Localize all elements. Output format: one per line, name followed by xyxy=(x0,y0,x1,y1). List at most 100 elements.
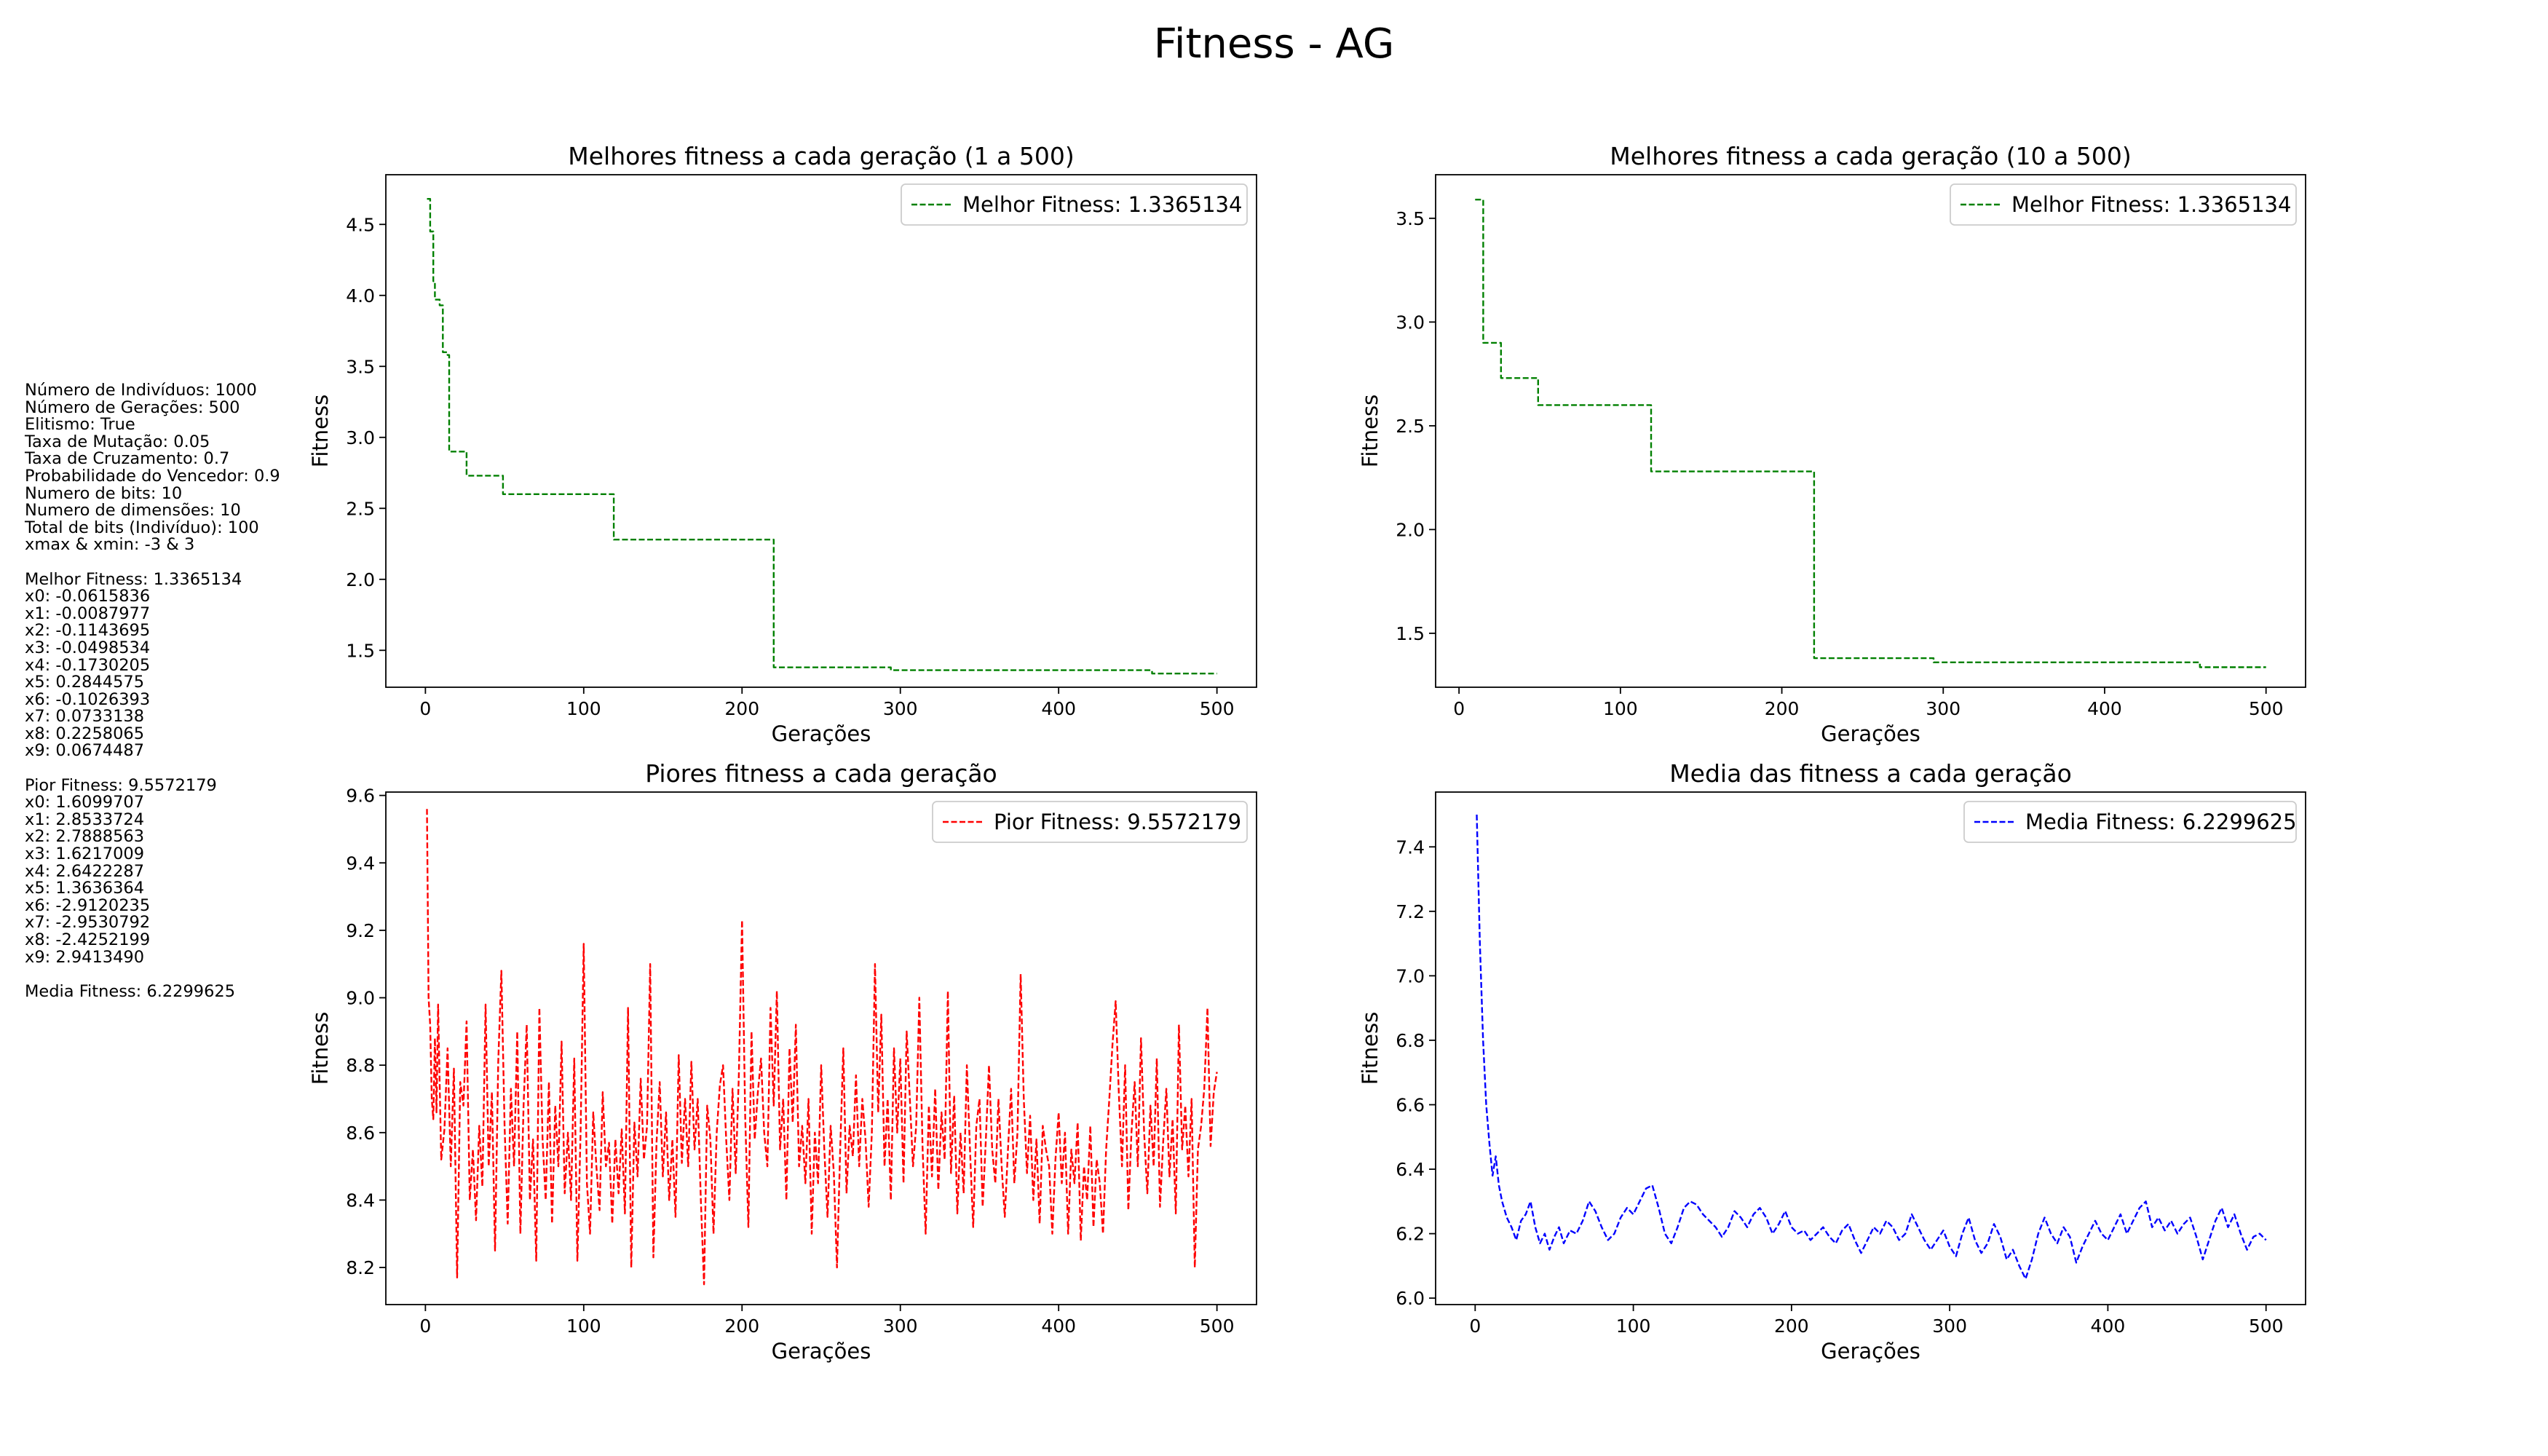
x-tick-label: 300 xyxy=(883,698,918,719)
x-tick-label: 100 xyxy=(1603,698,1638,719)
y-tick-label: 7.2 xyxy=(1396,901,1425,922)
info-line: x3: -0.0498534 xyxy=(25,638,151,657)
y-tick-label: 6.8 xyxy=(1396,1030,1425,1051)
series-line xyxy=(1475,199,2266,668)
info-line: x2: 2.7888563 xyxy=(25,827,145,847)
info-line: x9: 2.9413490 xyxy=(25,947,145,967)
info-line: Probabilidade do Vencedor: 0.9 xyxy=(25,466,280,486)
x-tick-label: 500 xyxy=(1200,698,1235,719)
x-tick-label: 200 xyxy=(1765,698,1800,719)
y-tick-label: 6.2 xyxy=(1396,1224,1425,1245)
info-spacer xyxy=(25,966,331,984)
axes-frame xyxy=(385,174,1257,688)
x-tick-label: 200 xyxy=(724,698,759,719)
y-tick-label: 4.5 xyxy=(346,214,375,235)
info-line: Número de Gerações: 500 xyxy=(25,397,240,417)
y-tick-label: 8.8 xyxy=(346,1055,375,1076)
y-tick-label: 4.0 xyxy=(346,285,375,306)
y-tick-label: 2.0 xyxy=(346,569,375,590)
chart-mean-fitness: Media das fitness a cada geração 0 100 200 3… xyxy=(1358,759,2306,1364)
y-tick-label: 8.4 xyxy=(346,1190,375,1211)
y-tick-label: 3.5 xyxy=(1396,208,1425,229)
chart-best-fitness-1-500: Melhores fitness a cada geração (1 a 500… xyxy=(308,142,1257,746)
x-tick-label: 0 xyxy=(1469,1315,1481,1337)
y-tick-label: 9.6 xyxy=(346,786,375,807)
info-line: x5: 0.2844575 xyxy=(25,673,145,692)
x-tick-label: 400 xyxy=(2087,698,2122,719)
legend-box xyxy=(901,183,1248,226)
legend-box xyxy=(1963,801,2297,843)
y-tick-label: 9.4 xyxy=(346,852,375,874)
info-line: x1: -0.0087977 xyxy=(25,604,151,623)
x-tick-label: 100 xyxy=(566,1315,601,1337)
legend-box xyxy=(932,801,1248,843)
y-tick-label: 6.6 xyxy=(1396,1094,1425,1115)
info-line: Numero de bits: 10 xyxy=(25,483,183,503)
info-line: x8: -2.4252199 xyxy=(25,930,151,949)
info-line: Melhor Fitness: 1.3365134 xyxy=(25,569,242,589)
legend-label: Pior Fitness: 9.5572179 xyxy=(994,810,1241,834)
y-tick-label: 1.5 xyxy=(346,640,375,661)
chart-title: Media das fitness a cada geração xyxy=(1669,759,2072,788)
chart-worst-fitness: Piores fitness a cada geração 0 100 200 300 4… xyxy=(308,759,1257,1364)
info-line: x4: 2.6422287 xyxy=(25,861,145,881)
info-line: Media Fitness: 6.2299625 xyxy=(25,981,236,1001)
x-tick-label: 500 xyxy=(2249,698,2284,719)
y-tick-label: 9.2 xyxy=(346,920,375,941)
x-tick-label: 100 xyxy=(566,698,601,719)
info-line: Taxa de Cruzamento: 0.7 xyxy=(25,449,230,469)
legend-label: Melhor Fitness: 1.3365134 xyxy=(2011,192,2291,217)
info-line: Pior Fitness: 9.5572179 xyxy=(25,775,217,795)
x-tick-label: 0 xyxy=(1453,698,1465,719)
info-line: x8: 0.2258065 xyxy=(25,724,145,743)
x-tick-label: 400 xyxy=(2091,1315,2126,1337)
x-tick-label: 400 xyxy=(1041,698,1076,719)
series-line xyxy=(427,198,1217,675)
info-line: x2: -0.1143695 xyxy=(25,621,151,641)
y-tick-label: 6.0 xyxy=(1396,1288,1425,1309)
x-axis-label: Gerações xyxy=(772,721,871,746)
x-tick-label: 500 xyxy=(1200,1315,1235,1337)
axes-frame xyxy=(1435,174,2306,688)
info-line: x6: -2.9120235 xyxy=(25,895,151,915)
info-line: x7: -2.9530792 xyxy=(25,913,151,933)
x-tick-label: 0 xyxy=(419,1315,431,1337)
x-tick-label: 200 xyxy=(1774,1315,1809,1337)
info-line: x3: 1.6217009 xyxy=(25,844,145,864)
x-axis-label: Gerações xyxy=(1821,1339,1920,1364)
y-tick-label: 1.5 xyxy=(1396,623,1425,644)
info-line: Número de Indivíduos: 1000 xyxy=(25,381,257,400)
y-axis-label: Fitness xyxy=(308,395,333,467)
info-spacer xyxy=(25,760,331,778)
legend-label: Melhor Fitness: 1.3365134 xyxy=(962,192,1242,217)
y-tick-label: 7.4 xyxy=(1396,836,1425,858)
x-tick-label: 0 xyxy=(419,698,431,719)
y-tick-label: 2.0 xyxy=(1396,519,1425,540)
y-tick-label: 3.0 xyxy=(1396,312,1425,333)
chart-title: Piores fitness a cada geração xyxy=(645,759,997,788)
y-tick-label: 8.2 xyxy=(346,1257,375,1278)
x-axis-label: Gerações xyxy=(1821,721,1920,746)
y-tick-label: 2.5 xyxy=(1396,416,1425,437)
parameters-panel: Número de Indivíduos: 1000 Número de Gera… xyxy=(25,381,331,1001)
info-line: x9: 0.0674487 xyxy=(25,741,145,761)
legend-label: Media Fitness: 6.2299625 xyxy=(2025,810,2297,834)
info-line: x0: -0.0615836 xyxy=(25,587,151,606)
series-line xyxy=(1476,814,2267,1280)
info-line: x6: -0.1026393 xyxy=(25,689,151,709)
series-line xyxy=(426,809,1218,1286)
chart-title: Melhores fitness a cada geração (10 a 50… xyxy=(1610,142,2131,170)
y-axis-label: Fitness xyxy=(308,1012,333,1085)
x-tick-label: 200 xyxy=(724,1315,759,1337)
axes-frame xyxy=(385,791,1257,1305)
y-tick-label: 8.6 xyxy=(346,1123,375,1144)
y-tick-label: 6.4 xyxy=(1396,1159,1425,1180)
y-tick-label: 2.5 xyxy=(346,498,375,519)
info-line: x4: -0.1730205 xyxy=(25,655,151,675)
chart-title: Melhores fitness a cada geração (1 a 500… xyxy=(568,142,1074,170)
info-line: x5: 1.3636364 xyxy=(25,879,145,898)
info-line: x1: 2.8533724 xyxy=(25,810,145,829)
info-line: x7: 0.0733138 xyxy=(25,707,145,727)
x-tick-label: 300 xyxy=(1926,698,1961,719)
y-tick-label: 3.0 xyxy=(346,427,375,448)
